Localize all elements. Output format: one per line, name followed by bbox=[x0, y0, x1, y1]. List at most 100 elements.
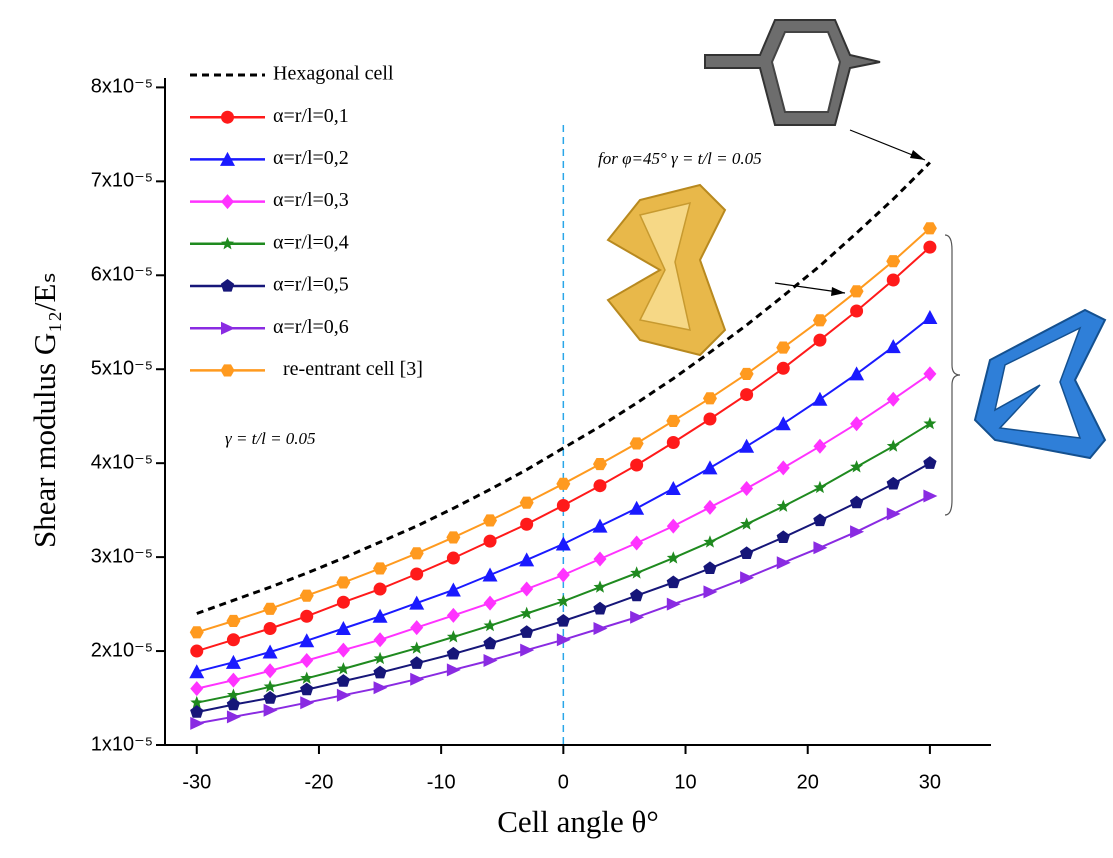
marker bbox=[593, 458, 607, 470]
x-tick-label: 10 bbox=[674, 771, 696, 793]
marker bbox=[410, 656, 423, 669]
marker bbox=[740, 388, 753, 401]
marker bbox=[264, 663, 277, 678]
annotation: for φ=45° γ = t/l = 0.05 bbox=[598, 149, 762, 168]
marker bbox=[336, 621, 351, 635]
marker bbox=[410, 568, 423, 581]
marker bbox=[777, 556, 791, 569]
y-tick-label: 7x10⁻⁵ bbox=[91, 170, 153, 192]
marker bbox=[299, 633, 314, 647]
y-tick-label: 1x10⁻⁵ bbox=[91, 733, 153, 755]
marker bbox=[777, 362, 790, 375]
marker bbox=[264, 704, 278, 717]
marker bbox=[593, 479, 606, 492]
legend-label: α=r/l=0,5 bbox=[273, 274, 349, 296]
marker bbox=[373, 562, 387, 574]
chart: for φ=45° γ = t/l = 0.05 γ = t/l = 0.05 … bbox=[0, 0, 1113, 858]
marker bbox=[813, 439, 826, 454]
marker bbox=[263, 603, 277, 615]
legend-label: α=r/l=0,4 bbox=[273, 231, 349, 253]
x-tick-label: -10 bbox=[427, 771, 456, 793]
marker bbox=[850, 525, 864, 538]
marker bbox=[337, 689, 351, 702]
legend-label: α=r/l=0,3 bbox=[273, 189, 349, 211]
marker bbox=[300, 696, 314, 709]
marker bbox=[221, 111, 234, 124]
marker bbox=[336, 576, 350, 588]
marker bbox=[373, 609, 388, 623]
marker bbox=[923, 490, 937, 503]
marker bbox=[630, 536, 643, 551]
marker bbox=[190, 626, 204, 638]
y-tick-label: 5x10⁻⁵ bbox=[91, 358, 153, 380]
marker bbox=[447, 630, 460, 642]
hexagonal-cell-image bbox=[705, 20, 925, 160]
marker bbox=[702, 460, 717, 474]
marker bbox=[923, 456, 936, 469]
legend-label: α=r/l=0,2 bbox=[273, 147, 349, 169]
marker bbox=[922, 310, 937, 324]
marker bbox=[300, 671, 313, 683]
marker bbox=[850, 416, 863, 431]
marker bbox=[337, 596, 350, 609]
marker bbox=[850, 496, 863, 509]
marker bbox=[520, 497, 534, 509]
marker bbox=[520, 518, 533, 531]
x-tick-label: -20 bbox=[305, 771, 334, 793]
marker bbox=[887, 477, 900, 490]
marker bbox=[813, 513, 826, 526]
marker bbox=[263, 691, 276, 704]
marker bbox=[593, 551, 606, 566]
marker bbox=[374, 652, 387, 664]
marker bbox=[484, 535, 497, 548]
marker bbox=[740, 546, 753, 559]
marker bbox=[849, 366, 864, 380]
marker bbox=[592, 519, 607, 533]
marker bbox=[484, 596, 497, 611]
y-tick-label: 2x10⁻⁵ bbox=[91, 639, 153, 661]
marker bbox=[337, 662, 350, 674]
marker bbox=[263, 644, 278, 658]
marker bbox=[337, 674, 350, 687]
marker bbox=[594, 580, 607, 592]
marker bbox=[410, 673, 424, 686]
marker bbox=[703, 500, 716, 515]
marker bbox=[410, 620, 423, 635]
legend-label: α=r/l=0,1 bbox=[273, 105, 349, 127]
x-tick-label: 0 bbox=[558, 771, 569, 793]
marker bbox=[221, 322, 235, 335]
marker bbox=[813, 541, 827, 554]
marker bbox=[813, 334, 826, 347]
marker bbox=[923, 241, 936, 254]
marker bbox=[593, 602, 606, 615]
marker bbox=[190, 705, 203, 718]
marker bbox=[887, 507, 901, 520]
marker bbox=[557, 594, 570, 606]
marker bbox=[300, 590, 314, 602]
marker bbox=[447, 647, 460, 660]
marker bbox=[850, 304, 863, 317]
marker bbox=[484, 619, 497, 631]
marker bbox=[740, 571, 754, 584]
marker bbox=[410, 641, 423, 653]
marker bbox=[556, 536, 571, 550]
marker bbox=[630, 459, 643, 472]
marker bbox=[557, 499, 570, 512]
legend-label: α=r/l=0,6 bbox=[273, 316, 349, 338]
marker bbox=[226, 615, 240, 627]
marker bbox=[520, 644, 534, 657]
marker bbox=[630, 589, 643, 602]
y-tick-label: 3x10⁻⁵ bbox=[91, 545, 153, 567]
marker bbox=[630, 611, 644, 624]
marker bbox=[629, 501, 644, 515]
y-tick-label: 4x10⁻⁵ bbox=[91, 451, 153, 473]
marker bbox=[777, 500, 790, 512]
marker bbox=[410, 547, 424, 559]
marker bbox=[483, 514, 497, 526]
marker bbox=[520, 607, 533, 619]
marker bbox=[221, 194, 234, 209]
marker bbox=[630, 437, 644, 449]
marker bbox=[923, 366, 936, 381]
marker bbox=[739, 439, 754, 453]
marker bbox=[190, 717, 204, 730]
